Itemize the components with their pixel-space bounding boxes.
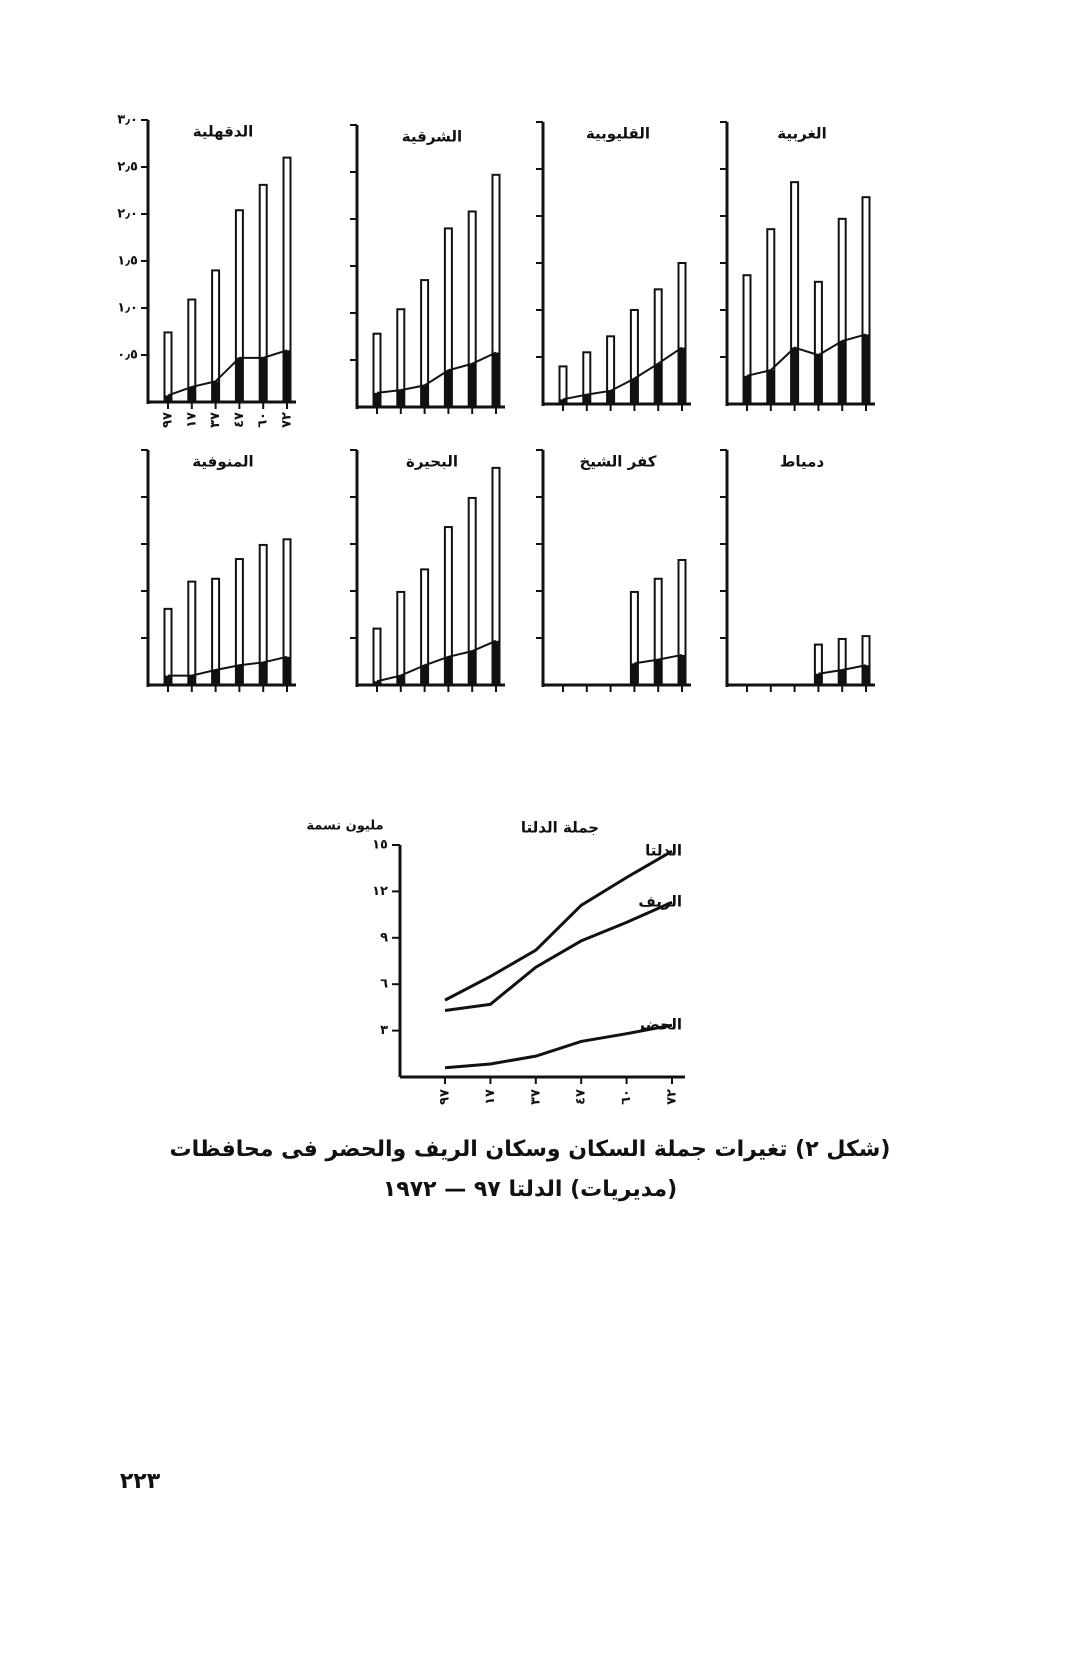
urban-bar-part — [468, 363, 476, 407]
urban-bar-part — [235, 357, 243, 402]
panel-title: كفر الشيخ — [579, 453, 656, 471]
y-tick-label: ٣٫٠ — [117, 113, 138, 128]
urban-bar-part — [283, 350, 291, 402]
panel-title: الشرقية — [402, 128, 462, 146]
urban-bar-part — [212, 669, 220, 685]
x-tick-label: ٦٠ — [619, 1089, 634, 1105]
caption-line: (مديريات) الدلتا ٩٧ — ١٩٧٢ — [383, 1177, 677, 1202]
panel-title: المنوفية — [192, 453, 253, 471]
page-number: ٢٢٣ — [120, 1469, 161, 1494]
urban-bar-part — [678, 654, 686, 685]
x-tick-label: ٦٠ — [256, 412, 271, 428]
line — [444, 900, 673, 1012]
urban-bar-part — [814, 355, 822, 404]
urban-bar-part — [421, 665, 429, 685]
urban-bar-part — [678, 347, 686, 404]
line — [167, 349, 288, 397]
chart-title: جملة الدلتا — [521, 819, 599, 837]
line — [818, 664, 867, 675]
urban-bar-part — [838, 341, 846, 404]
caption-line: (شكل ٢) تغيرات جملة السكان وسكان الريف و… — [170, 1137, 891, 1162]
x-tick-label: ٧٢ — [665, 1089, 680, 1105]
y-tick-label: ١٫٥ — [117, 254, 138, 269]
urban-bar-part — [654, 363, 662, 404]
urban-bar-part — [559, 399, 567, 404]
x-tick-label: ٤٧ — [232, 412, 247, 428]
legend-label: الريف — [638, 893, 682, 911]
line — [376, 351, 497, 394]
line — [746, 333, 867, 377]
x-tick-label: ١٧ — [184, 412, 199, 428]
urban-bar-part — [468, 651, 476, 685]
panel-title: الدقهلية — [193, 123, 254, 141]
panel-title: الغربية — [777, 125, 826, 143]
y-tick-label: ٣ — [380, 1023, 388, 1038]
x-tick-label: ٣٧ — [208, 412, 223, 428]
bar — [163, 331, 173, 403]
line — [168, 655, 288, 677]
bar — [396, 590, 406, 686]
panel-title: دمياط — [780, 453, 825, 471]
line — [562, 346, 683, 401]
urban-bar-part — [212, 381, 220, 402]
line — [634, 653, 683, 665]
x-tick-label: ٣٧ — [528, 1089, 543, 1105]
y-tick-label: ٦ — [380, 977, 388, 992]
urban-bar-part — [838, 669, 846, 685]
urban-bar-part — [444, 370, 452, 407]
line — [376, 639, 497, 683]
legend-label: الدلتا — [645, 842, 682, 860]
urban-bar-part — [630, 378, 638, 404]
y-tick-label: ١٫٠ — [117, 301, 138, 316]
urban-bar-part — [791, 347, 799, 404]
urban-bar-part — [492, 640, 500, 685]
y-tick-label: ٩ — [380, 930, 388, 945]
x-tick-label: ١٧ — [483, 1089, 498, 1105]
urban-bar-part — [654, 659, 662, 685]
line — [444, 849, 673, 1002]
urban-bar-part — [421, 385, 429, 407]
urban-bar-part — [767, 370, 775, 404]
urban-bar-part — [164, 675, 172, 685]
urban-bar-part — [164, 395, 172, 402]
y-tick-label: ٠٫٥ — [117, 348, 138, 363]
urban-bar-part — [862, 334, 870, 404]
urban-bar-part — [283, 656, 291, 685]
y-tick-label: ١٥ — [372, 838, 388, 853]
urban-bar-part — [397, 675, 405, 685]
legend-label: الحضر — [635, 1016, 682, 1034]
urban-bar-part — [862, 665, 870, 685]
bar — [372, 627, 382, 686]
urban-bar-part — [630, 663, 638, 685]
urban-bar-part — [188, 675, 196, 685]
bar — [187, 580, 197, 686]
panel-title: القليوبية — [586, 125, 650, 143]
urban-bar-part — [373, 392, 381, 407]
urban-bar-part — [607, 390, 615, 404]
panel-title: البحيرة — [406, 453, 458, 471]
urban-bar-part — [814, 673, 822, 685]
bar — [163, 607, 173, 686]
urban-bar-part — [444, 656, 452, 685]
x-tick-label: ٩٧ — [161, 412, 176, 428]
x-tick-label: ٤٧ — [574, 1089, 589, 1105]
urban-bar-part — [188, 386, 196, 402]
x-tick-label: ٧٢ — [280, 412, 295, 428]
urban-bar-part — [743, 375, 751, 404]
y-axis-label: مليون نسمة — [306, 819, 383, 834]
urban-bar-part — [583, 394, 591, 404]
y-tick-label: ٢٫٥ — [117, 160, 138, 175]
line — [444, 1023, 673, 1070]
urban-bar-part — [373, 681, 381, 685]
urban-bar-part — [259, 357, 267, 402]
urban-bar-part — [235, 665, 243, 685]
y-tick-label: ١٢ — [372, 884, 388, 899]
urban-bar-part — [259, 662, 267, 685]
urban-bar-part — [492, 352, 500, 407]
urban-bar-part — [397, 390, 405, 407]
x-tick-label: ٩٧ — [438, 1089, 453, 1105]
y-tick-label: ٢٫٠ — [117, 207, 138, 222]
